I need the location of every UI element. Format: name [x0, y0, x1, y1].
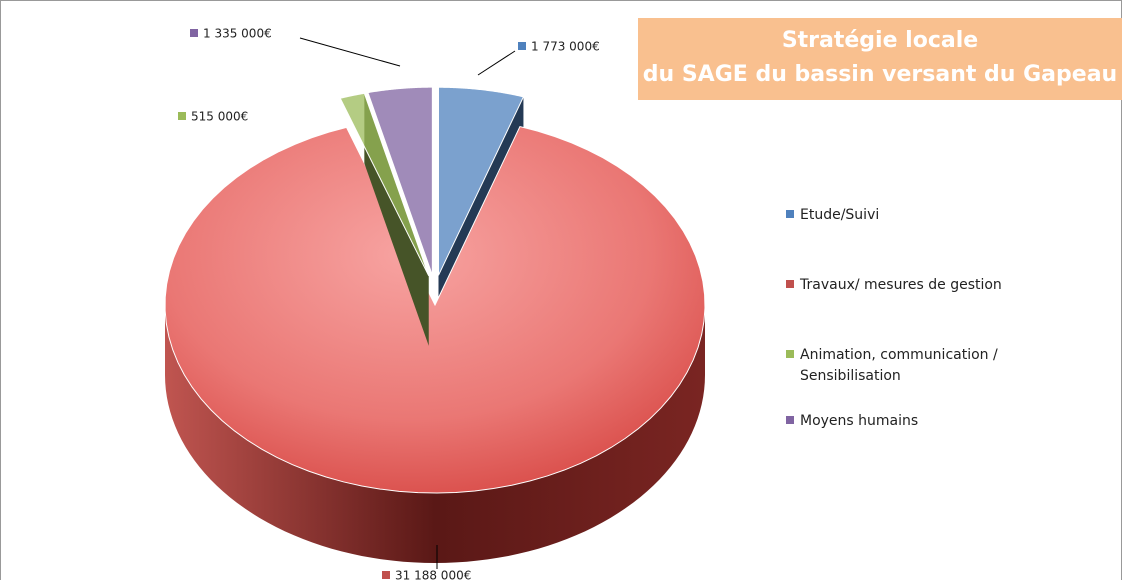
legend-swatch — [786, 280, 794, 288]
slice — [339, 92, 430, 277]
legend-item: Etude/Suivi — [786, 205, 1086, 226]
label-swatch — [382, 571, 390, 579]
slice — [438, 86, 525, 276]
data-label: 1 335 000€ — [203, 27, 272, 41]
legend-item: Travaux/ mesures de gestion — [786, 275, 1086, 296]
leader-line — [477, 50, 516, 76]
legend-item: Moyens humains — [786, 411, 1086, 432]
slice — [367, 86, 433, 276]
legend-label: Animation, communication / Sensibilisati… — [800, 347, 998, 384]
legend-label: Moyens humains — [800, 413, 919, 429]
legend-label: Etude/Suivi — [800, 207, 880, 223]
title-box: Stratégie locale du SAGE du bassin versa… — [638, 18, 1122, 100]
legend-swatch — [786, 210, 794, 218]
label-swatch — [518, 42, 526, 50]
legend-item: Animation, communication / Sensibilisati… — [786, 345, 1086, 387]
data-label: 31 188 000€ — [395, 569, 471, 580]
chart-subtitle: du SAGE du bassin versant du Gapeau — [642, 62, 1118, 87]
legend-swatch — [786, 350, 794, 358]
label-swatch — [190, 29, 198, 37]
data-label: 515 000€ — [191, 110, 248, 124]
leader-line — [299, 37, 401, 67]
slice — [164, 125, 706, 494]
chart-title: Stratégie locale — [781, 28, 979, 53]
legend-label: Travaux/ mesures de gestion — [800, 277, 1002, 293]
slice-side — [165, 305, 705, 563]
label-swatch — [178, 112, 186, 120]
data-label: 1 773 000€ — [531, 40, 600, 54]
legend-swatch — [786, 416, 794, 424]
